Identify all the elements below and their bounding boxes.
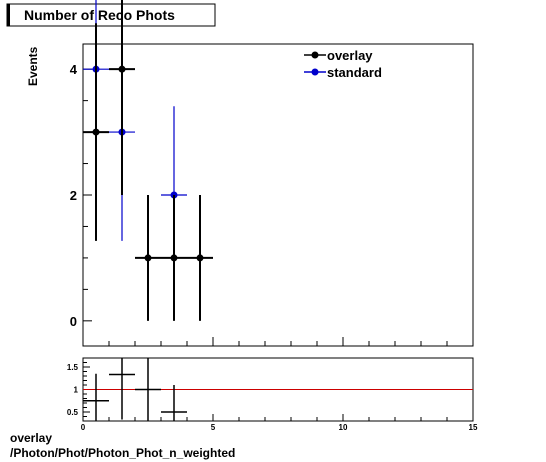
ratio-x-tick-label: 5: [211, 423, 216, 432]
overlay-marker: [144, 254, 152, 262]
ratio-x-tick-label: 0: [81, 423, 86, 432]
footer-line-1: overlay: [10, 431, 52, 445]
overlay-point: [135, 195, 161, 321]
main-data: [83, 0, 213, 321]
overlay-marker: [92, 128, 100, 136]
overlay-point: [109, 0, 135, 195]
ratio-y-tick-label: 1.5: [67, 363, 79, 372]
legend-standard-marker: [311, 68, 319, 76]
overlay-point: [83, 23, 109, 241]
ratio-point: [83, 373, 109, 421]
ratio-y-tick-label: 0.5: [67, 408, 79, 417]
overlay-point: [187, 195, 213, 321]
legend: overlay standard: [304, 48, 382, 80]
y-tick-label: 2: [70, 188, 77, 203]
legend-standard-label: standard: [327, 65, 382, 80]
overlay-point: [161, 195, 187, 321]
overlay-marker: [196, 254, 204, 262]
title-box-shadow: [7, 4, 10, 26]
footer-line-2: /Photon/Phot/Photon_Phot_n_weighted: [10, 446, 235, 460]
y-tick-label: 4: [70, 62, 78, 77]
y-tick-label: 0: [70, 314, 77, 329]
ratio-point: [109, 358, 135, 420]
y-axis-label: Events: [26, 46, 40, 86]
ratio-y-tick-label: 1: [74, 386, 79, 395]
ratio-x-tick-label: 15: [469, 423, 478, 432]
overlay-marker: [118, 65, 126, 73]
ratio-point: [161, 385, 187, 421]
ratio-x-tick-label: 10: [339, 423, 348, 432]
chart-title: Number of Reco Phots: [24, 7, 175, 23]
ratio-axes: 0 5 10 15 0.5 1 1.5: [67, 362, 478, 432]
legend-overlay-marker: [311, 51, 319, 59]
overlay-marker: [170, 254, 178, 262]
legend-overlay-label: overlay: [327, 48, 373, 63]
ratio-data: [83, 358, 473, 421]
main-axes: 0 2 4: [70, 62, 474, 346]
ratio-point: [135, 358, 161, 421]
main-plot-frame: [82, 43, 474, 347]
